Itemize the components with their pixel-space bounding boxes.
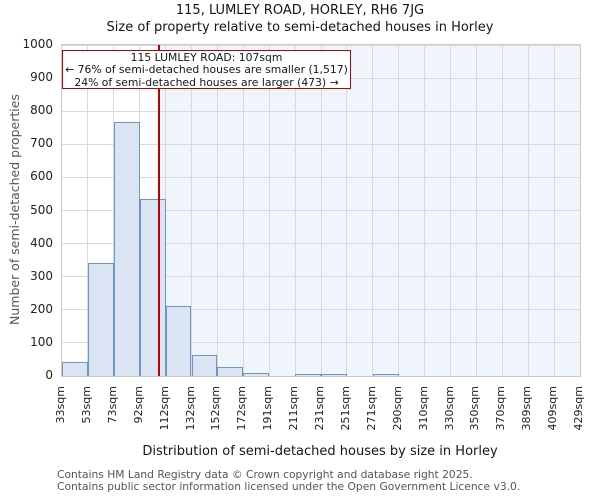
x-tick-label: 370sqm	[494, 386, 508, 431]
x-tick-label: 191sqm	[261, 386, 275, 431]
x-tick-label: 330sqm	[442, 386, 456, 431]
histogram-bar	[139, 199, 166, 376]
x-tick-label: 251sqm	[338, 386, 352, 431]
y-tick-label: 0	[45, 368, 53, 382]
x-tick-label: 73sqm	[105, 386, 119, 424]
histogram-bar	[165, 305, 192, 376]
footer: Contains HM Land Registry data © Crown c…	[57, 469, 597, 492]
gridline-horizontal	[62, 210, 580, 211]
x-tick-label: 290sqm	[390, 386, 404, 431]
gridline-horizontal	[62, 143, 580, 145]
x-tick-label: 112sqm	[157, 386, 171, 431]
property-marker-line	[158, 45, 160, 376]
x-tick-label: 33sqm	[54, 386, 67, 424]
histogram-bar	[87, 263, 114, 376]
footer-line-2: Contains public sector information licen…	[57, 479, 521, 493]
histogram-bar	[243, 372, 270, 376]
annotation-box: 115 LUMLEY ROAD: 107sqm ← 76% of semi-de…	[62, 50, 351, 89]
y-tick-label: 600	[30, 169, 53, 184]
footer-line-1: Contains HM Land Registry data © Crown c…	[57, 468, 473, 481]
x-tick-label: 429sqm	[572, 386, 585, 431]
gridline-horizontal	[62, 44, 580, 46]
y-tick-label: 400	[30, 235, 53, 250]
x-tick-label: 389sqm	[520, 386, 534, 431]
y-tick-label: 100	[30, 334, 53, 349]
annotation-line-3: 24% of semi-detached houses are larger (…	[74, 75, 339, 89]
gridline-horizontal	[62, 309, 580, 311]
y-tick-label: 300	[30, 268, 53, 283]
x-tick-label: 132sqm	[183, 386, 197, 431]
x-tick-label: 152sqm	[209, 386, 223, 431]
histogram-bar	[295, 374, 321, 376]
annotation-line-1: 115 LUMLEY ROAD: 107sqm	[130, 51, 283, 64]
x-tick-label: 231sqm	[313, 386, 326, 431]
y-tick-label: 700	[30, 136, 53, 151]
y-tick-label: 900	[30, 70, 53, 85]
x-tick-label: 310sqm	[416, 386, 430, 431]
histogram-bar	[113, 122, 140, 376]
histogram-bar	[62, 362, 88, 376]
y-tick-label: 1000	[22, 37, 53, 51]
gridline-horizontal	[62, 342, 580, 344]
histogram-bar	[217, 367, 244, 376]
x-axis-label: Distribution of semi-detached houses by …	[142, 444, 498, 459]
x-tick-label: 350sqm	[468, 386, 482, 431]
x-tick-label: 53sqm	[79, 386, 93, 424]
gridline-horizontal	[62, 176, 580, 178]
x-tick-label: 271sqm	[364, 386, 378, 431]
histogram-bar	[372, 374, 399, 376]
y-tick-label: 200	[30, 301, 53, 316]
gridline-horizontal	[62, 110, 580, 112]
gridline-horizontal	[62, 243, 580, 245]
x-tick-label: 92sqm	[131, 386, 145, 424]
y-tick-label: 500	[30, 202, 53, 217]
histogram-bar	[321, 374, 347, 376]
histogram-bar	[191, 355, 218, 376]
x-tick-label: 211sqm	[287, 386, 301, 431]
annotation-line-2: ← 76% of semi-detached houses are smalle…	[65, 63, 348, 77]
gridline-horizontal	[62, 276, 580, 278]
chart-title: 115, LUMLEY ROAD, HORLEY, RH6 7JG	[175, 3, 425, 18]
y-tick-label: 800	[30, 103, 53, 118]
chart-subtitle: Size of property relative to semi-detach…	[106, 20, 494, 35]
x-tick-label: 172sqm	[235, 386, 249, 431]
x-tick-label: 409sqm	[546, 386, 560, 431]
plot-area	[61, 44, 581, 377]
